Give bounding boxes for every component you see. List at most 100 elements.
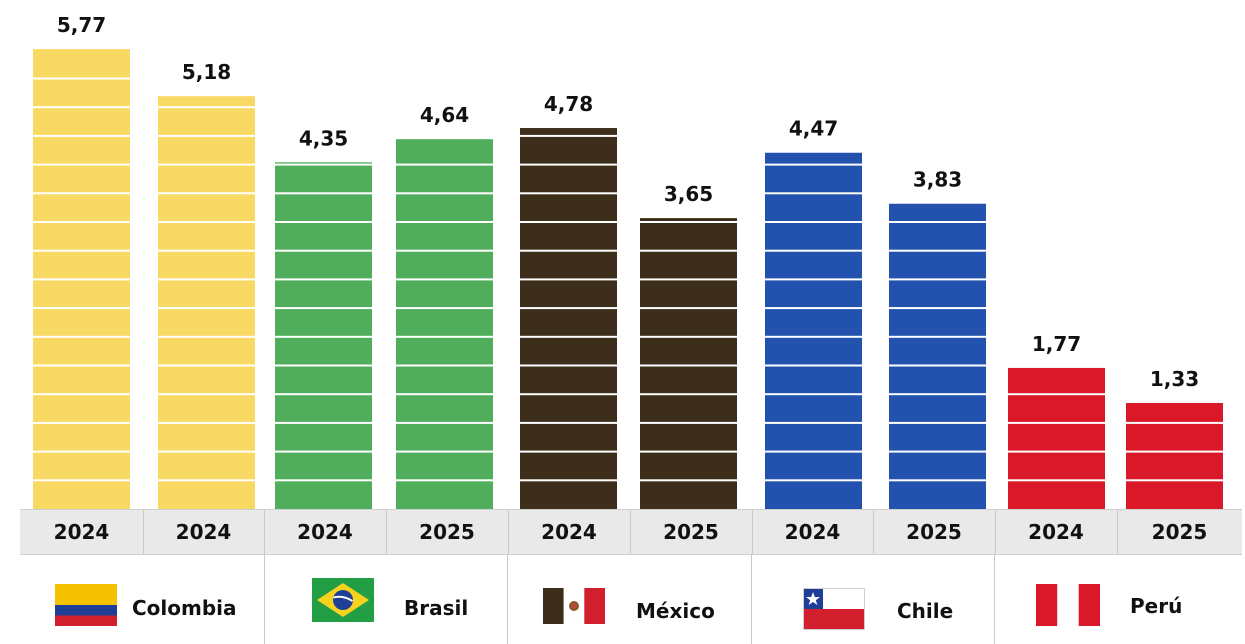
bar-segment-divider: [33, 364, 130, 367]
country-label-row: Colombia Brasil México Chile: [20, 554, 1242, 644]
bar-brasil-2025-3: [396, 139, 493, 509]
bar-segment-divider: [1126, 421, 1223, 424]
year-label: 2024: [1028, 520, 1084, 544]
country-cell-colombia: Colombia: [20, 554, 264, 644]
bar-segment-divider: [396, 450, 493, 453]
bar-segment-divider: [275, 421, 372, 424]
country-cell-chile: Chile: [751, 554, 994, 644]
bar-segment-divider: [520, 134, 617, 137]
bar-segment-divider: [275, 249, 372, 252]
bar-segment-divider: [158, 421, 255, 424]
year-label: 2024: [297, 520, 353, 544]
bar-segment-divider: [889, 278, 986, 281]
country-name-peru: Perú: [1130, 594, 1183, 618]
country-cell-mexico: México: [507, 554, 751, 644]
country-name-brasil: Brasil: [404, 596, 469, 620]
bar-segment-divider: [275, 278, 372, 281]
bar-segment-divider: [275, 393, 372, 396]
year-label: 2025: [1151, 520, 1208, 544]
bar-segment-divider: [520, 450, 617, 453]
data-label: 5,77: [57, 13, 106, 37]
bar-segment-divider: [275, 192, 372, 195]
data-label: 4,78: [544, 92, 593, 116]
bar-segment-divider: [640, 221, 737, 223]
bar-segment-divider: [765, 364, 862, 367]
bar-segment-divider: [520, 364, 617, 367]
bar-segment-divider: [158, 134, 255, 137]
bar-segment-divider: [158, 335, 255, 338]
bar-segment-divider: [33, 249, 130, 252]
year-divider: [1117, 510, 1118, 554]
bar-segment-divider: [1008, 450, 1105, 453]
bar-segment-divider: [1008, 421, 1105, 424]
bar-segment-divider: [158, 221, 255, 223]
bar-perú-2025-9: [1126, 402, 1223, 509]
bar-segment-divider: [33, 221, 130, 223]
bar-brasil-2024-2: [275, 162, 372, 509]
data-label: 3,83: [913, 168, 962, 192]
bar-segment-divider: [889, 249, 986, 252]
bar-méxico-2025-5: [640, 218, 737, 509]
bar-segment-divider: [396, 163, 493, 166]
year-label: 2024: [175, 520, 232, 544]
bar-segment-divider: [33, 335, 130, 338]
bar-segment-divider: [396, 335, 493, 338]
bar-segment-divider: [520, 421, 617, 424]
bar-segment-divider: [33, 106, 130, 109]
bar-segment-divider: [33, 163, 130, 166]
year-label: 2025: [663, 520, 719, 544]
bar-segment-divider: [765, 307, 862, 310]
bar-segment-divider: [33, 450, 130, 453]
bar-chart: 5,77 5,18 4,35 4,64 4,78 3,65 4,47 3,83 1,77 1,33: [33, 13, 1223, 510]
bar-segment-divider: [765, 192, 862, 195]
colombia-flag-icon: [55, 584, 117, 626]
bar-segment-divider: [765, 421, 862, 424]
bar-segment-divider: [396, 192, 493, 195]
bar-segment-divider: [765, 335, 862, 338]
peru-flag-icon: [1036, 584, 1100, 626]
bar-chile-2025-7: [889, 203, 986, 509]
bar-segment-divider: [158, 163, 255, 166]
bar-segment-divider: [765, 163, 862, 166]
bar-segment-divider: [33, 479, 130, 482]
year-label-row: 2024 2024 2024 2025 2024 2025 2024 2025 2024 2025: [20, 509, 1242, 555]
bar-segment-divider: [765, 393, 862, 396]
bar-segment-divider: [158, 192, 255, 195]
mexico-flag-icon: [543, 588, 605, 624]
bar-segment-divider: [889, 221, 986, 223]
bar-segment-divider: [396, 364, 493, 367]
bar-segment-divider: [765, 479, 862, 482]
bar-segment-divider: [520, 192, 617, 195]
bar-segment-divider: [640, 364, 737, 367]
year-label: 2024: [784, 520, 841, 544]
bar-segment-divider: [640, 335, 737, 338]
bar-segment-divider: [396, 278, 493, 281]
bar-segment-divider: [640, 278, 737, 281]
year-label: 2024: [53, 520, 110, 544]
bar-segment-divider: [396, 479, 493, 482]
bar-segment-divider: [520, 163, 617, 166]
chile-flag-icon: [803, 588, 865, 630]
brazil-flag-icon: [312, 578, 374, 622]
bar-segment-divider: [640, 421, 737, 424]
bar-segment-divider: [33, 134, 130, 137]
bar-segment-divider: [889, 364, 986, 367]
year-divider: [995, 510, 996, 554]
bar-segment-divider: [396, 221, 493, 223]
bar-segment-divider: [33, 307, 130, 310]
bar-segment-divider: [889, 335, 986, 338]
bar-segment-divider: [275, 221, 372, 223]
year-divider: [264, 510, 265, 554]
bar-segment-divider: [158, 106, 255, 109]
bar-segment-divider: [158, 307, 255, 310]
bar-segment-divider: [640, 393, 737, 396]
bar-segment-divider: [520, 479, 617, 482]
bar-segment-divider: [640, 307, 737, 310]
bar-segment-divider: [396, 249, 493, 252]
bar-segment-divider: [889, 421, 986, 424]
bar-segment-divider: [158, 479, 255, 482]
data-label: 1,77: [1032, 332, 1081, 356]
year-divider: [630, 510, 631, 554]
bar-segment-divider: [33, 393, 130, 396]
bar-segment-divider: [396, 421, 493, 424]
